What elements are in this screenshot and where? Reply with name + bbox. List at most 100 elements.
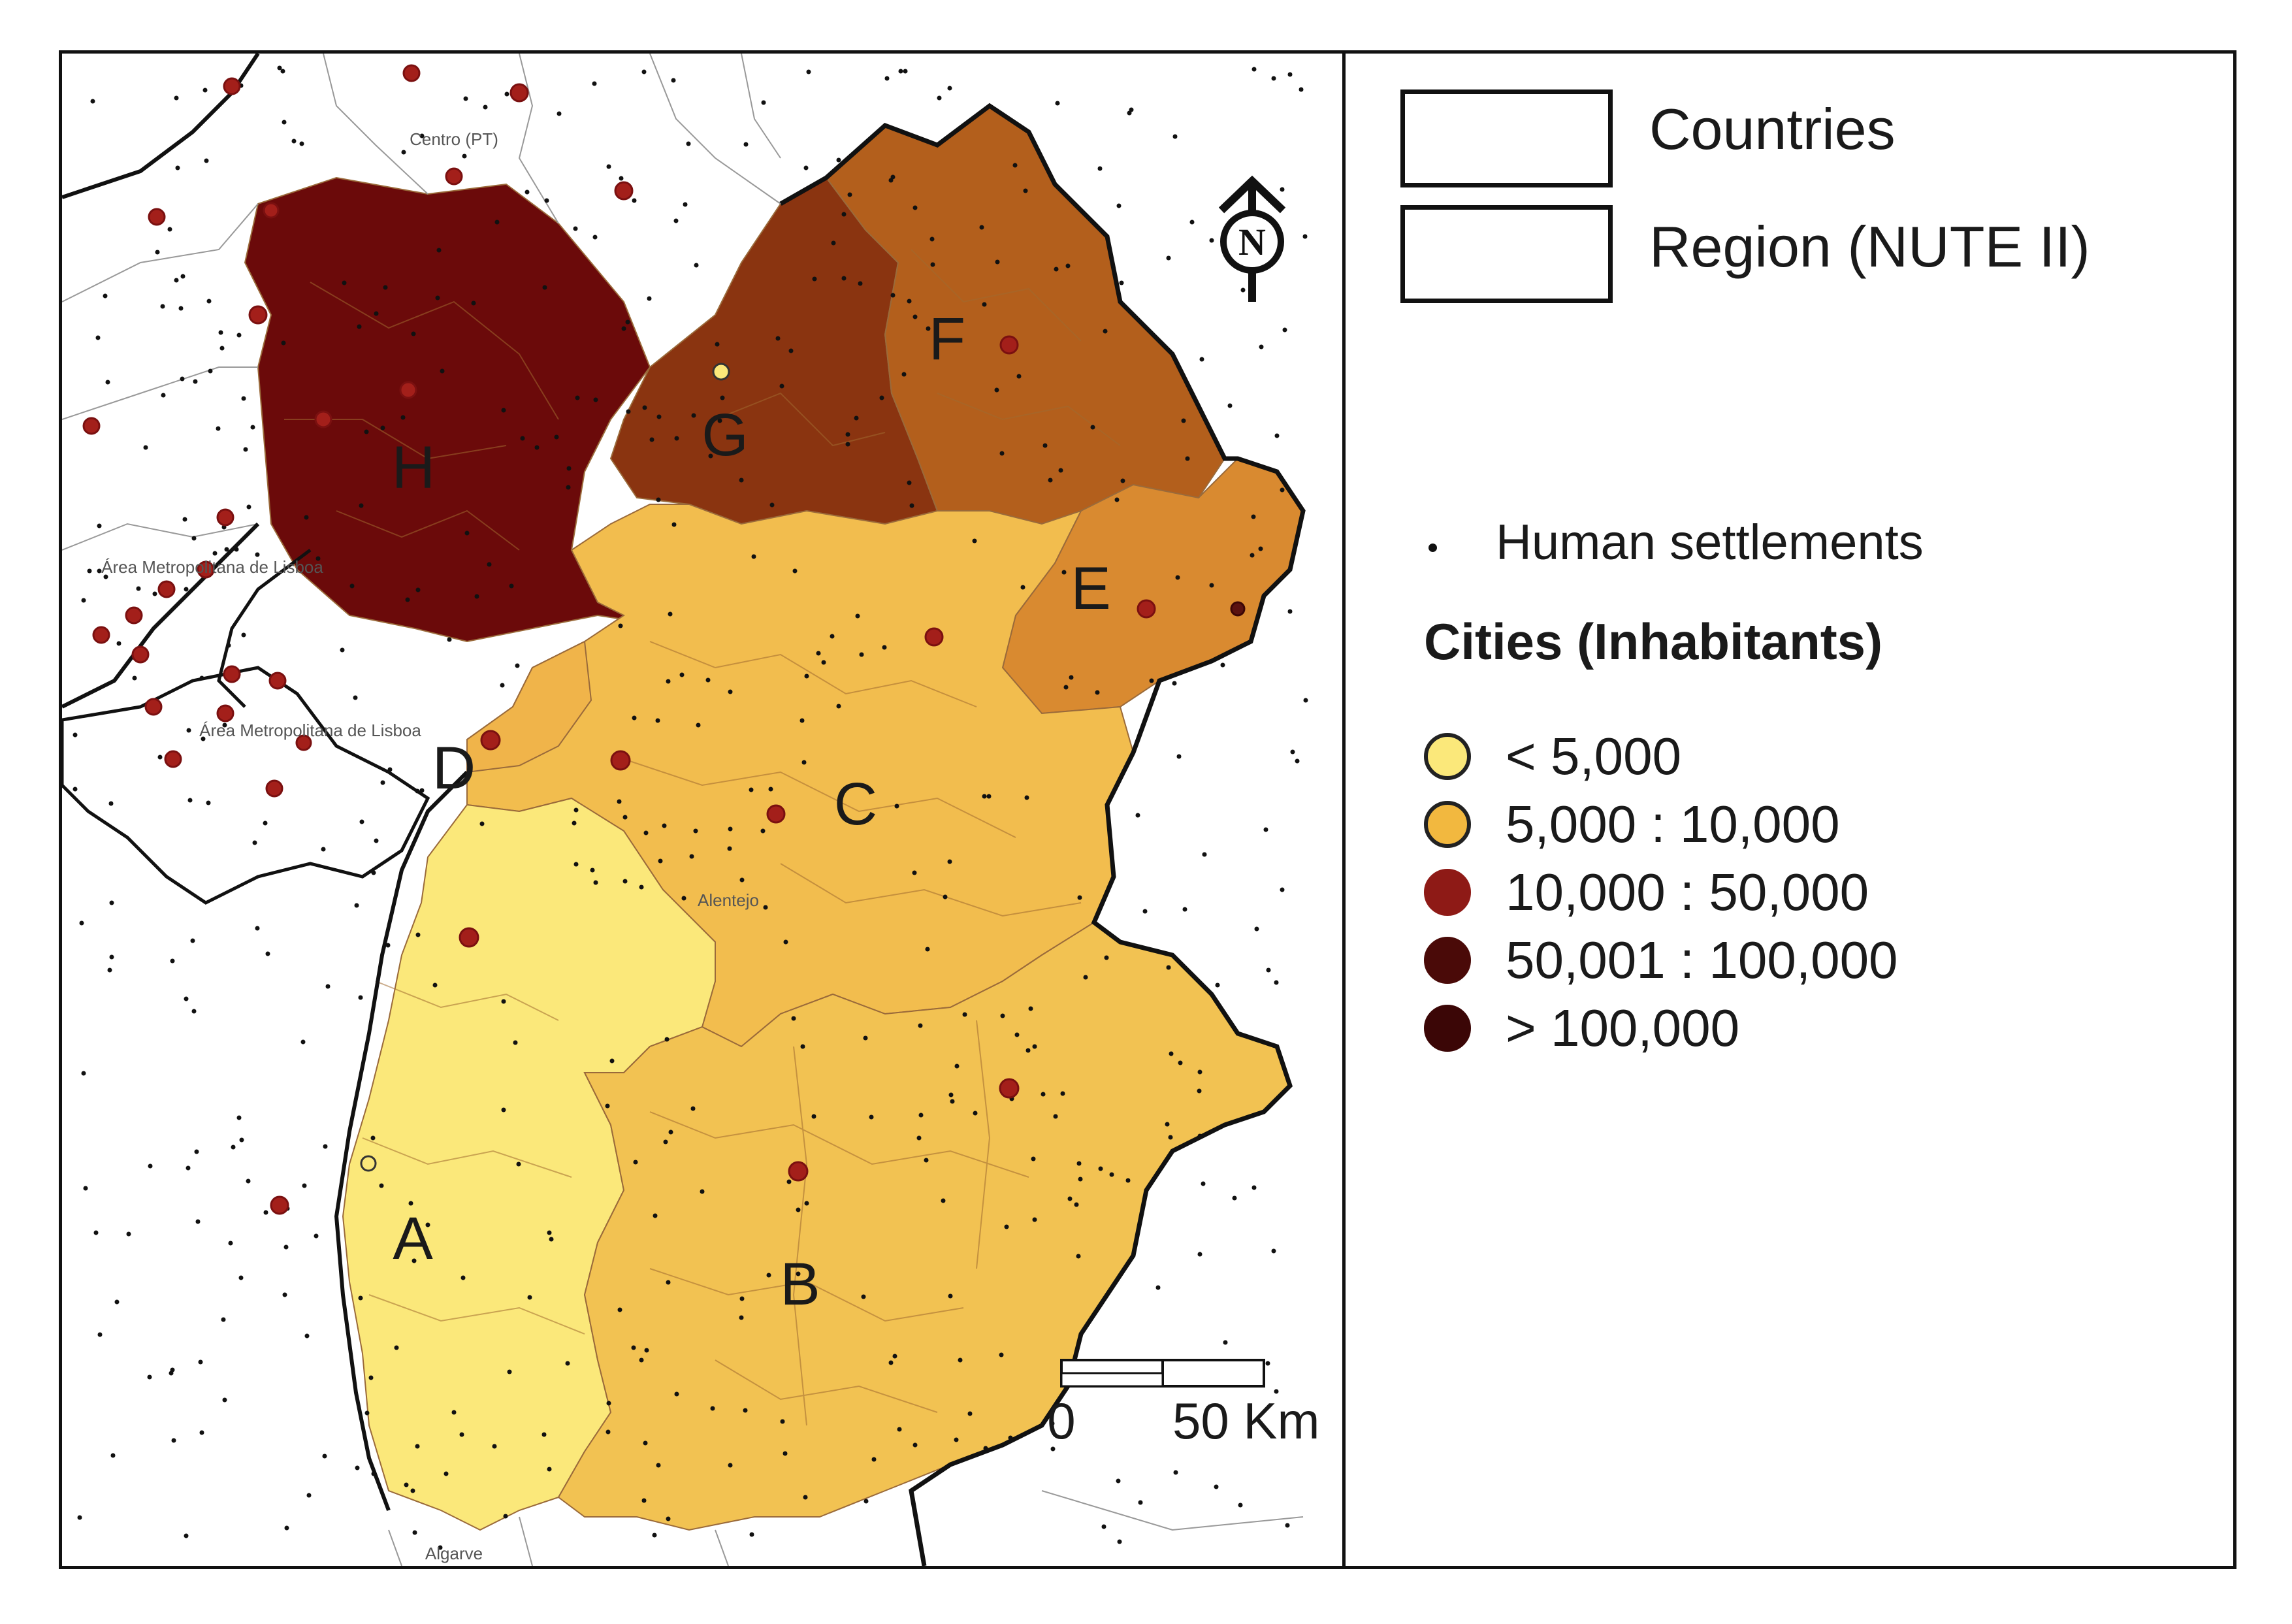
settlement-dot (412, 1258, 417, 1263)
settlement-dot (184, 996, 189, 1001)
settlement-dot (1271, 76, 1276, 81)
settlement-dot (280, 69, 285, 74)
settlement-dot (855, 613, 860, 619)
settlement-dot (673, 218, 679, 223)
settlement-dot (1114, 497, 1120, 502)
settlement-dot (632, 715, 637, 721)
settlement-dot (321, 847, 326, 852)
city-marker (270, 1195, 289, 1215)
settlement-dot (516, 1161, 521, 1167)
settlement-dot (415, 788, 420, 794)
settlement-dot (1028, 1006, 1033, 1011)
city-marker (248, 305, 268, 325)
settlement-dot (410, 1488, 415, 1493)
settlement-dot (186, 728, 191, 733)
legend-region-swatch (1400, 205, 1613, 303)
settlement-dot (1220, 662, 1225, 668)
legend-city-class-swatch (1424, 801, 1471, 848)
settlement-dot (281, 340, 286, 346)
city-marker (402, 64, 421, 82)
settlement-dot (169, 1371, 174, 1376)
settlement-dot (683, 202, 688, 207)
settlement-dot (193, 379, 198, 384)
settlement-dot (639, 1357, 644, 1363)
legend-city-class-label: 50,001 : 100,000 (1506, 931, 1898, 989)
settlement-dot (743, 142, 749, 147)
settlement-dot (364, 1410, 370, 1416)
settlement-dot (1258, 546, 1263, 551)
settlement-dot (171, 1438, 176, 1443)
settlement-dot (986, 794, 992, 799)
settlement-dot (143, 445, 148, 450)
settlement-dot (592, 81, 597, 86)
settlement-dot (930, 262, 935, 267)
settlement-dot (358, 995, 363, 1000)
city-marker (197, 560, 215, 579)
settlement-dot (1032, 1217, 1037, 1222)
settlement-dot (943, 894, 948, 900)
settlement-dot (898, 69, 903, 74)
settlement-dot (170, 958, 175, 964)
settlement-dot (653, 1213, 658, 1218)
settlement-dot (542, 285, 547, 290)
settlement-dot (425, 1222, 430, 1227)
settlement-dot (464, 530, 470, 536)
settlement-dot (1125, 1178, 1131, 1183)
settlement-dot (1076, 1254, 1081, 1259)
city-marker (399, 381, 417, 399)
place-label-algarve: Algarve (425, 1544, 483, 1563)
settlement-dot (655, 718, 660, 723)
settlement-dot (681, 896, 686, 901)
settlement-dot (573, 226, 578, 231)
settlement-dot (1280, 887, 1285, 892)
settlement-dot (912, 205, 918, 210)
settlement-dot (107, 967, 112, 973)
settlement-dot (1025, 1048, 1031, 1053)
settlement-dot (462, 154, 467, 159)
settlement-dot (191, 1009, 197, 1014)
settlement-dot (749, 787, 754, 792)
settlement-dot (1058, 468, 1063, 473)
settlement-dot (474, 594, 479, 599)
settlement-dot (710, 1406, 715, 1411)
settlement-dot (182, 517, 187, 522)
settlement-dot (325, 984, 331, 989)
settlement-dot (1251, 1185, 1257, 1190)
settlement-dot (863, 1035, 868, 1041)
subregion-label-b: B (780, 1251, 820, 1318)
settlement-dot (663, 1139, 668, 1145)
city-marker (314, 410, 332, 429)
settlement-dot (909, 503, 914, 508)
settlement-dot (265, 951, 270, 956)
settlement-dot (415, 1444, 420, 1449)
legend-settlements-label: Human settlements (1496, 515, 1924, 570)
settlement-dot (617, 1307, 622, 1312)
settlement-dot (195, 1219, 201, 1224)
settlement-dot (1014, 1032, 1020, 1037)
settlement-dot (234, 547, 239, 552)
subregion-label-c: C (834, 771, 877, 837)
settlement-dot (728, 689, 733, 694)
city-marker (295, 734, 312, 751)
city-marker (360, 1155, 377, 1172)
city-marker (1137, 599, 1156, 619)
settlement-dot (1004, 1224, 1009, 1229)
settlement-dot (632, 198, 637, 203)
settlement-dot (1181, 418, 1186, 423)
settlement-dot (1259, 344, 1264, 349)
municipality-borders (284, 249, 1121, 1426)
legend-city-class-swatch (1424, 1005, 1471, 1052)
settlement-dot (419, 133, 425, 138)
settlement-dot (1274, 433, 1280, 438)
settlement-dot (1149, 678, 1154, 683)
city-marker (157, 580, 176, 598)
settlement-dot (1097, 166, 1103, 171)
settlement-dot (743, 1408, 748, 1413)
settlement-dot (283, 1244, 289, 1250)
settlement-dot (593, 880, 598, 885)
settlement-dot (246, 504, 251, 510)
settlement-dot (97, 1332, 103, 1337)
city-marker (82, 417, 101, 435)
settlement-dot (419, 788, 425, 793)
settlement-dot (804, 1201, 809, 1206)
